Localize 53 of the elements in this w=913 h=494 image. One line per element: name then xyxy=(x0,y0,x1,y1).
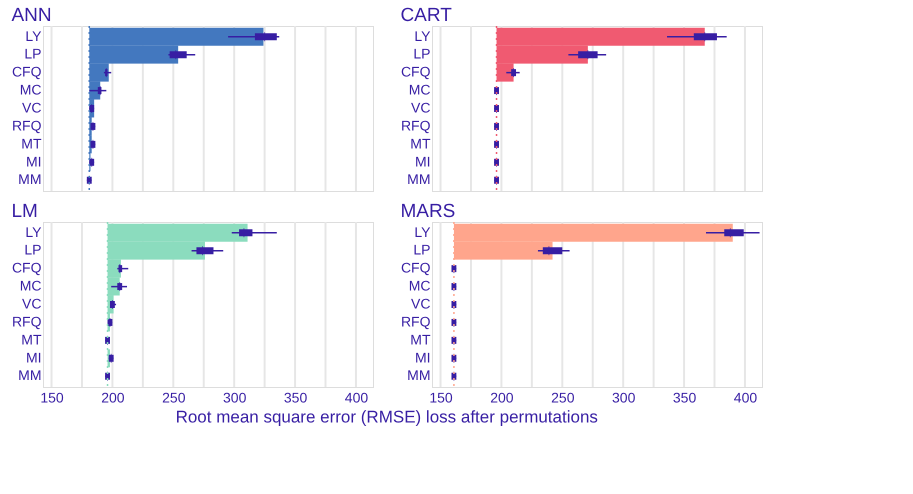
y-tick-label: VC xyxy=(22,296,42,312)
y-tick-label: RFQ xyxy=(12,117,42,134)
x-tick-label: 250 xyxy=(551,390,575,406)
y-tick-label: MI xyxy=(414,153,430,170)
y-tick-label: CFQ xyxy=(400,64,431,80)
y-tick-label: MM xyxy=(407,171,430,188)
y-tick-label: MT xyxy=(410,135,431,152)
y-tick-label: LY xyxy=(25,28,42,44)
x-tick-label: 300 xyxy=(223,390,247,406)
x-tick-label: 350 xyxy=(284,390,308,406)
y-tick-label: CFQ xyxy=(12,64,42,80)
y-tick-label: MI xyxy=(26,349,42,366)
y-tick-label: CFQ xyxy=(12,260,42,276)
y-tick-label: MC xyxy=(20,278,42,294)
y-tick-label: LP xyxy=(24,242,42,258)
y-tick-label: MI xyxy=(414,349,430,366)
y-tick-label: MC xyxy=(408,278,430,294)
x-tick-label: 150 xyxy=(429,390,453,406)
x-tick-label: 200 xyxy=(490,390,514,406)
y-tick-label: MI xyxy=(26,153,42,170)
y-tick-label: MM xyxy=(18,367,42,384)
y-tick-label: LP xyxy=(413,46,430,62)
x-tick-label: 250 xyxy=(162,390,186,406)
y-tick-label: LP xyxy=(24,46,42,62)
y-tick-label: MT xyxy=(21,331,42,348)
y-tick-label: LP xyxy=(413,242,430,258)
chart-title: ANN xyxy=(11,5,52,26)
y-tick-label: LY xyxy=(414,224,432,240)
y-tick-label: RFQ xyxy=(400,313,431,330)
chart-title: LM xyxy=(11,201,38,222)
x-axis-title: Root mean square error (RMSE) loss after permutations xyxy=(176,408,598,426)
y-tick-label: MT xyxy=(410,331,431,348)
y-tick-label: MC xyxy=(20,82,42,98)
chart-title: CART xyxy=(400,5,452,26)
x-tick-label: 150 xyxy=(40,390,64,406)
x-tick-label: 300 xyxy=(612,390,636,406)
y-tick-label: LY xyxy=(25,224,42,240)
y-tick-label: LY xyxy=(414,28,432,44)
x-tick-label: 400 xyxy=(734,390,758,406)
x-tick-label: 350 xyxy=(672,390,696,406)
x-tick-label: 200 xyxy=(101,390,125,406)
y-tick-label: MM xyxy=(18,171,42,188)
chart-title: MARS xyxy=(400,201,456,222)
y-tick-label: MT xyxy=(21,135,42,152)
y-tick-label: MC xyxy=(408,82,430,98)
y-tick-label: CFQ xyxy=(400,260,431,276)
y-tick-label: RFQ xyxy=(400,117,431,134)
y-tick-label: VC xyxy=(22,100,42,116)
x-tick-label: 400 xyxy=(344,390,368,406)
y-tick-label: RFQ xyxy=(12,313,42,330)
y-tick-label: VC xyxy=(411,296,430,312)
y-tick-label: MM xyxy=(407,367,430,384)
y-tick-label: VC xyxy=(411,100,430,116)
